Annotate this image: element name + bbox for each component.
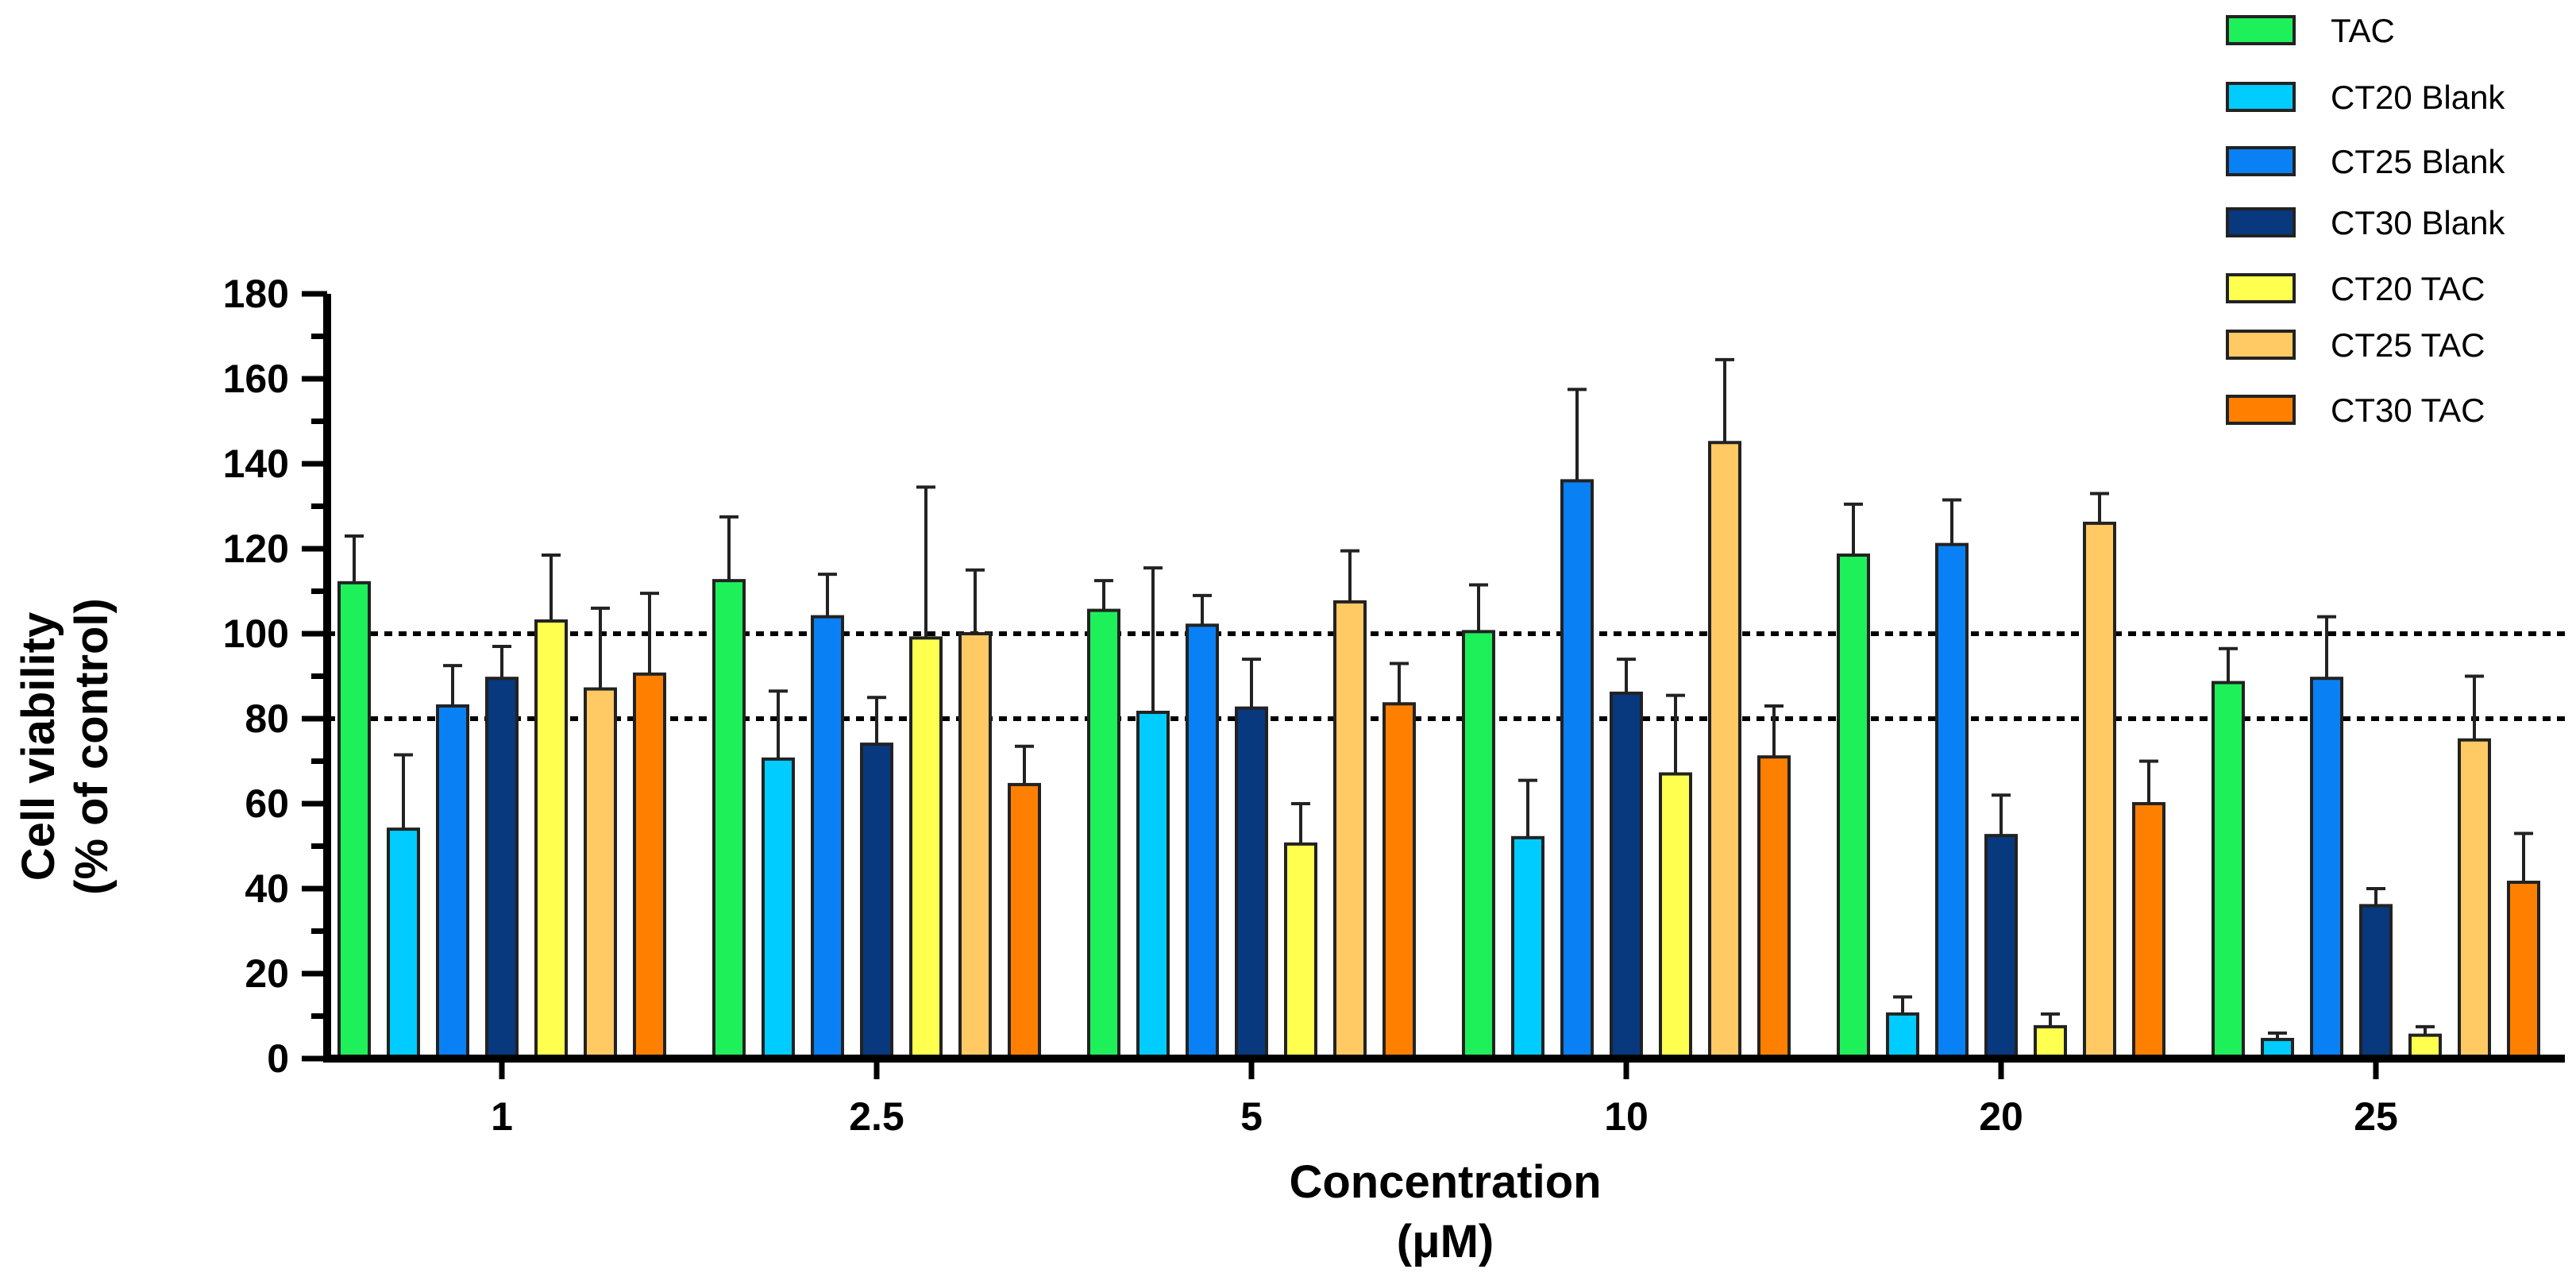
legend-swatch	[2226, 395, 2296, 425]
x-tick-label: 20	[1979, 1094, 2023, 1139]
legend-swatch	[2226, 82, 2296, 112]
bar	[1837, 554, 1870, 1060]
y-tick-label: 180	[223, 272, 289, 316]
bar	[811, 615, 844, 1060]
bar	[1462, 630, 1495, 1060]
bar	[1935, 542, 1969, 1060]
bar	[2083, 521, 2116, 1060]
y-tick-label: 40	[245, 866, 289, 911]
bar	[1284, 842, 1317, 1060]
bar	[2034, 1024, 2067, 1060]
bar	[1886, 1012, 1919, 1060]
reference-lines	[327, 631, 2565, 721]
legend-label: CT20 TAC	[2331, 270, 2485, 307]
x-tick-label: 2.5	[849, 1094, 904, 1139]
x-axis-title: Concentration	[1289, 1156, 1601, 1208]
x-tick-label: 1	[491, 1094, 513, 1139]
legend-swatch	[2226, 273, 2296, 303]
y-axis-title-unit: (% of control)	[66, 598, 118, 895]
axes: 0 20 40 60 80 100 120 140 160 180 1 2.5 5 10 20 25	[223, 272, 2565, 1139]
bar	[2132, 802, 2165, 1060]
x-tick-label: 10	[1604, 1094, 1649, 1139]
legend-label: CT20 Blank	[2331, 79, 2505, 116]
legend-swatch	[2226, 330, 2296, 360]
bar	[1008, 782, 1041, 1060]
y-tick-label: 0	[267, 1036, 289, 1081]
bar	[1560, 479, 1594, 1060]
y-tick-label: 100	[223, 611, 289, 656]
y-tick-label: 80	[245, 696, 289, 741]
bar	[2458, 738, 2491, 1060]
y-tick-label: 120	[223, 527, 289, 571]
bar	[2507, 880, 2540, 1060]
bar	[1610, 691, 1643, 1061]
bar	[633, 672, 666, 1060]
y-tick-label: 140	[223, 442, 289, 486]
y-tick-label: 20	[245, 951, 289, 996]
bar	[1235, 706, 1268, 1060]
bar	[1087, 608, 1120, 1060]
y-tick-label: 160	[223, 357, 289, 401]
bars	[337, 357, 2540, 1061]
bar	[909, 636, 943, 1060]
legend-label: CT30 TAC	[2331, 392, 2485, 429]
bar	[1186, 623, 1219, 1060]
bar	[436, 704, 469, 1060]
legend-label: CT25 Blank	[2331, 143, 2505, 180]
bar	[1511, 835, 1544, 1061]
bar	[1333, 600, 1367, 1060]
legend-swatch	[2226, 207, 2296, 237]
legend-label: CT25 TAC	[2331, 326, 2485, 364]
bar	[2310, 677, 2343, 1060]
y-tick-label: 60	[245, 781, 289, 826]
axis-titles: Concentration (μM) Cell viability (% of con…	[13, 598, 1602, 1267]
x-axis-title-unit: (μM)	[1397, 1216, 1494, 1267]
bar	[712, 579, 746, 1060]
legend-label: CT30 Blank	[2331, 204, 2505, 241]
bar	[337, 581, 371, 1060]
bar	[584, 687, 617, 1060]
x-tick-label: 5	[1240, 1094, 1263, 1139]
bar	[1708, 441, 1741, 1060]
bar	[1757, 755, 1791, 1061]
legend-swatch	[2226, 146, 2296, 176]
y-axis-title: Cell viability	[13, 612, 64, 881]
bar	[387, 827, 420, 1060]
bar	[958, 632, 992, 1060]
x-tick-label: 25	[2354, 1094, 2398, 1139]
bar	[1984, 834, 2018, 1060]
bar	[762, 757, 795, 1060]
bar	[534, 619, 568, 1060]
bar	[1659, 772, 1692, 1060]
bar	[1382, 702, 1416, 1061]
legend: TAC CT20 Blank CT25 Blank CT30 Blank CT20 TA…	[2226, 12, 2505, 429]
legend-swatch	[2226, 15, 2296, 45]
legend-label: TAC	[2331, 12, 2395, 49]
bar	[860, 743, 893, 1060]
bar	[2212, 681, 2245, 1061]
bar	[2359, 904, 2393, 1061]
bar	[1136, 710, 1170, 1060]
bar	[485, 677, 519, 1060]
